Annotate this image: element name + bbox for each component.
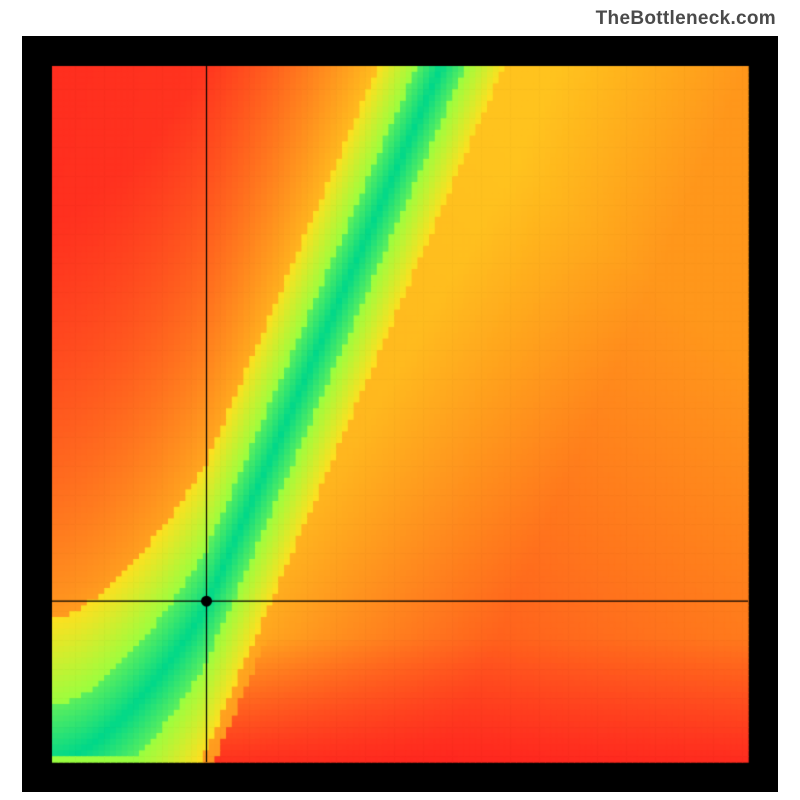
attribution-label: TheBottleneck.com	[596, 8, 776, 30]
heatmap-canvas	[22, 36, 778, 792]
chart-container: TheBottleneck.com	[0, 0, 800, 800]
chart-area	[22, 36, 778, 792]
